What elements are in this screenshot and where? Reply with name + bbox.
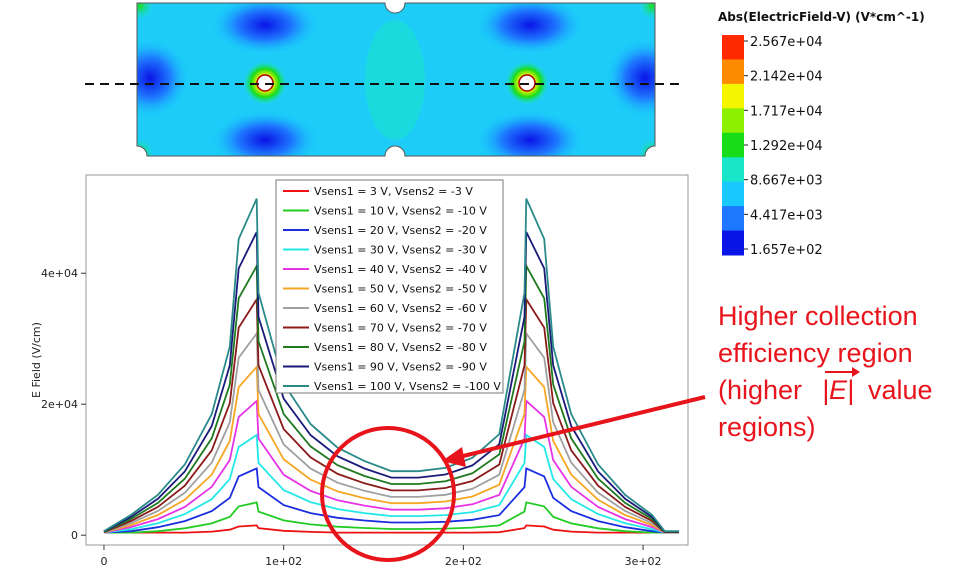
vector-e-symbol: |E|	[822, 375, 854, 405]
x-tick-label: 3e+02	[625, 555, 662, 568]
legend-label: Vsens1 = 40 V, Vsens2 = -40 V	[314, 263, 487, 276]
x-tick-label: 0	[100, 555, 107, 568]
series-group	[103, 198, 679, 534]
series-line	[104, 501, 679, 534]
x-tick-label: 1e+02	[265, 555, 302, 568]
colorbar-segment	[722, 181, 744, 207]
legend-label: Vsens1 = 80 V, Vsens2 = -80 V	[314, 341, 487, 354]
legend-label: Vsens1 = 90 V, Vsens2 = -90 V	[314, 361, 487, 374]
colorbar-label: 1.717e+04	[750, 104, 823, 119]
annotation-line-3-post: value	[868, 375, 933, 405]
legend-label: Vsens1 = 10 V, Vsens2 = -10 V	[314, 205, 487, 218]
y-tick-label: 0	[71, 529, 78, 542]
y-tick-label: 4e+04	[41, 267, 78, 280]
colorbar-segment	[722, 108, 744, 134]
y-axis-label: E Field (V/cm)	[30, 322, 43, 398]
annotation-arrow	[442, 395, 706, 467]
colorbar-label: 1.657e+02	[750, 243, 823, 258]
series-line	[103, 330, 679, 534]
field-map-outline	[136, 2, 656, 157]
colorbar-segment	[722, 59, 744, 85]
legend: Vsens1 = 3 V, Vsens2 = -3 V Vsens1 = 10 V…	[275, 179, 504, 394]
colorbar-segment	[722, 132, 744, 158]
series-line	[103, 198, 679, 532]
legend-label: Vsens1 = 30 V, Vsens2 = -30 V	[314, 244, 487, 257]
series-line	[103, 398, 679, 534]
legend-label: Vsens1 = 3 V, Vsens2 = -3 V	[314, 185, 473, 198]
annotation-line-4: regions)	[718, 412, 816, 442]
series-line	[103, 262, 679, 533]
highlight-circle	[320, 426, 456, 562]
field-map	[137, 3, 655, 156]
colorbar-label: 1.292e+04	[750, 139, 823, 154]
legend-label: Vsens1 = 70 V, Vsens2 = -70 V	[314, 322, 487, 335]
colorbar-label: 2.142e+04	[750, 70, 823, 85]
series-line	[103, 296, 679, 534]
colorbar-segment	[722, 35, 744, 60]
series-line	[103, 433, 679, 534]
colorbar-segment	[722, 230, 744, 256]
colorbar-segment	[722, 206, 744, 232]
colorbar: 2.567e+04 2.142e+04 1.717e+04 1.292e+04 8.66…	[722, 35, 823, 258]
legend-label: Vsens1 = 20 V, Vsens2 = -20 V	[314, 224, 487, 237]
vector-arrow-head	[852, 367, 860, 377]
series-line	[103, 231, 679, 533]
colorbar-label: 8.667e+03	[750, 174, 823, 189]
series-line	[103, 467, 679, 534]
x-tick-label: 2e+02	[445, 555, 482, 568]
series-line	[103, 364, 679, 534]
axes: 0 1e+02 2e+02 3e+02 0 2e+04 4e+04	[41, 267, 662, 568]
legend-label: Vsens1 = 100 V, Vsens2 = -100 V	[314, 380, 501, 393]
annotation-line-2: efficiency region	[718, 338, 913, 368]
colorbar-label: 4.417e+03	[750, 208, 823, 223]
colorbar-label: 2.567e+04	[750, 35, 823, 50]
colorbar-title: Abs(ElectricField-V) (V*cm^-1)	[718, 10, 925, 24]
legend-label: Vsens1 = 60 V, Vsens2 = -60 V	[314, 302, 487, 315]
annotation-line-1: Higher collection	[718, 301, 918, 331]
colorbar-segment	[722, 83, 744, 109]
y-tick-label: 2e+04	[41, 398, 78, 411]
series-line	[104, 524, 679, 534]
legend-box	[275, 179, 504, 394]
colorbar-segment	[722, 157, 744, 183]
legend-label: Vsens1 = 50 V, Vsens2 = -50 V	[314, 283, 487, 296]
annotation-line-3-pre: (higher	[718, 375, 802, 405]
